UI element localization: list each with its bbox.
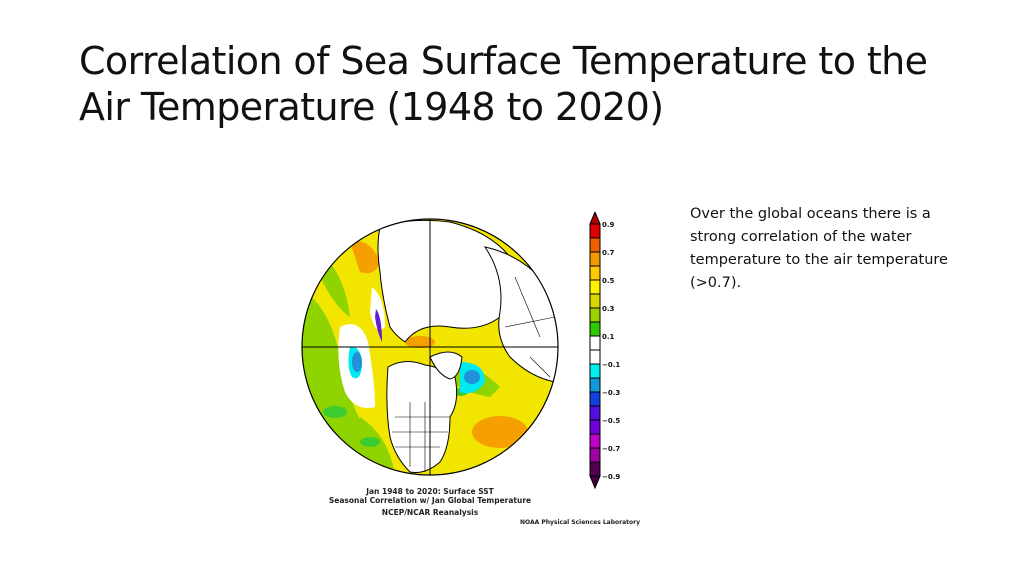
caption-line-2: Seasonal Correlation w/ Jan Global Tempe… xyxy=(328,496,532,505)
colorbar-segment xyxy=(589,265,601,281)
colorbar-segment xyxy=(589,405,601,421)
slide-title: Correlation of Sea Surface Temperature t… xyxy=(79,39,928,129)
colorbar-segment xyxy=(589,279,601,295)
colorbar-segment xyxy=(589,251,601,267)
slide-body-text: Over the global oceans there is a strong… xyxy=(690,206,948,291)
color-scale-bar: 0.9 0.7 0.5 0.3 0.1 −0.1 −0.3 −0.5 −0.7 −0.9 xyxy=(589,212,620,490)
polar-correlation-map xyxy=(301,218,559,476)
colorbar-tick-label: −0.5 xyxy=(602,417,620,425)
map-boundary xyxy=(301,218,559,476)
colorbar-tick-label: −0.7 xyxy=(602,445,620,453)
caption-line-1: Jan 1948 to 2020: Surface SST xyxy=(366,487,494,496)
negative-correlation-regions xyxy=(338,287,485,408)
colorbar-segment xyxy=(589,377,601,393)
colorbar-segment xyxy=(589,237,601,253)
colorbar-tick-label: 0.3 xyxy=(602,305,615,313)
colorbar-tick-label: 0.9 xyxy=(602,221,615,229)
colorbar-segment xyxy=(589,363,601,379)
colorbar-tick-label: −0.1 xyxy=(602,361,620,369)
colorbar-segment xyxy=(589,391,601,407)
colorbar-segment xyxy=(589,433,601,449)
colorbar-top-arrow xyxy=(589,212,601,225)
colorbar-segment xyxy=(589,293,601,309)
colorbar-tick-label: 0.7 xyxy=(602,249,615,257)
colorbar-segment xyxy=(589,461,601,477)
greenland-land xyxy=(429,351,463,380)
colorbar-tick-label: 0.5 xyxy=(602,277,615,285)
colorbar-bottom-arrow xyxy=(589,475,601,490)
arctic-siberia-land xyxy=(377,219,514,343)
colorbar-segment xyxy=(589,349,601,365)
colorbar-tick-label: 0.1 xyxy=(602,333,615,341)
colorbar-segment xyxy=(589,419,601,435)
colorbar-segment xyxy=(589,223,601,239)
colorbar-tick-label: −0.9 xyxy=(602,473,620,481)
colorbar-segment xyxy=(589,335,601,351)
caption-line-3: NCEP/NCAR Reanalysis xyxy=(381,508,479,517)
colorbar-segment xyxy=(589,307,601,323)
credit-text: NOAA Physical Sciences Laboratory xyxy=(520,519,641,526)
colorbar-segment xyxy=(589,321,601,337)
colorbar-tick-label: −0.3 xyxy=(602,389,620,397)
colorbar-segment xyxy=(589,447,601,463)
borders xyxy=(392,276,556,472)
land-masses xyxy=(377,219,558,473)
